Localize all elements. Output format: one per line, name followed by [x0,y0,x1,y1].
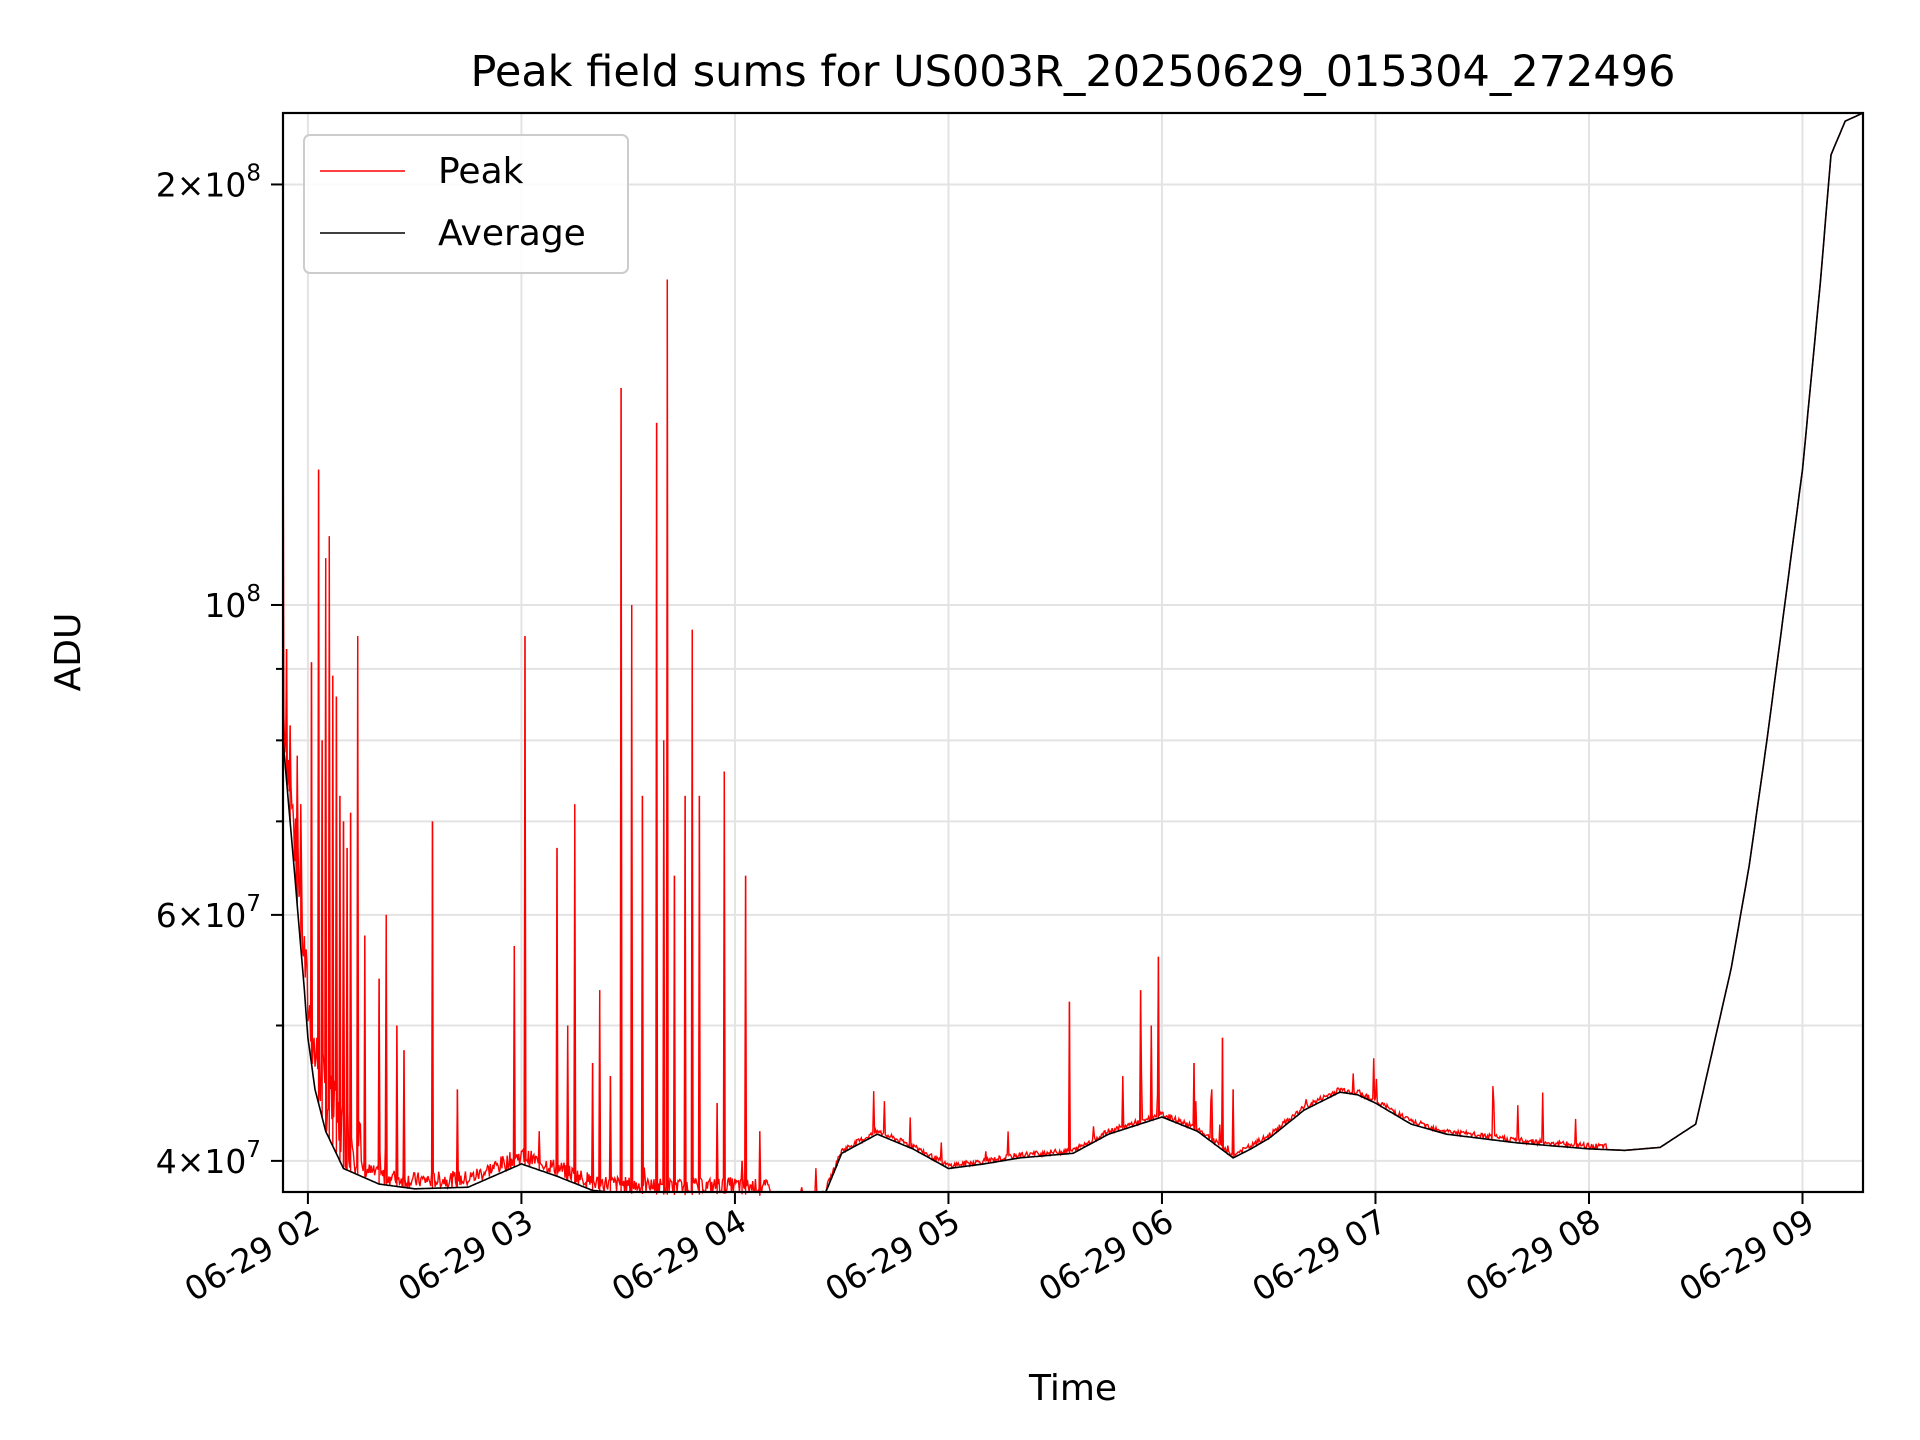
average-series-line [282,112,1864,1193]
x-axis-label: Time [1028,1368,1117,1409]
y-tick-label: 6×107 [156,891,261,935]
legend: Peak Average [303,134,629,274]
grid [283,113,1863,1192]
peak-series-line [282,112,1864,1195]
y-tick-label: 108 [204,581,261,625]
legend-label-peak: Peak [438,151,524,192]
plot-frame [281,111,1865,1194]
legend-label-average: Average [438,213,586,254]
y-tick-label: 2×108 [156,160,261,204]
y-axis-label: ADU [48,613,89,692]
legend-box [303,134,629,274]
y-axis: 4×107 6×107 108 2×108 [156,160,283,1181]
plot-area [282,112,1864,1196]
chart-title: Peak field sums for US003R_20250629_0153… [470,47,1675,97]
y-tick-label: 4×107 [156,1137,261,1181]
